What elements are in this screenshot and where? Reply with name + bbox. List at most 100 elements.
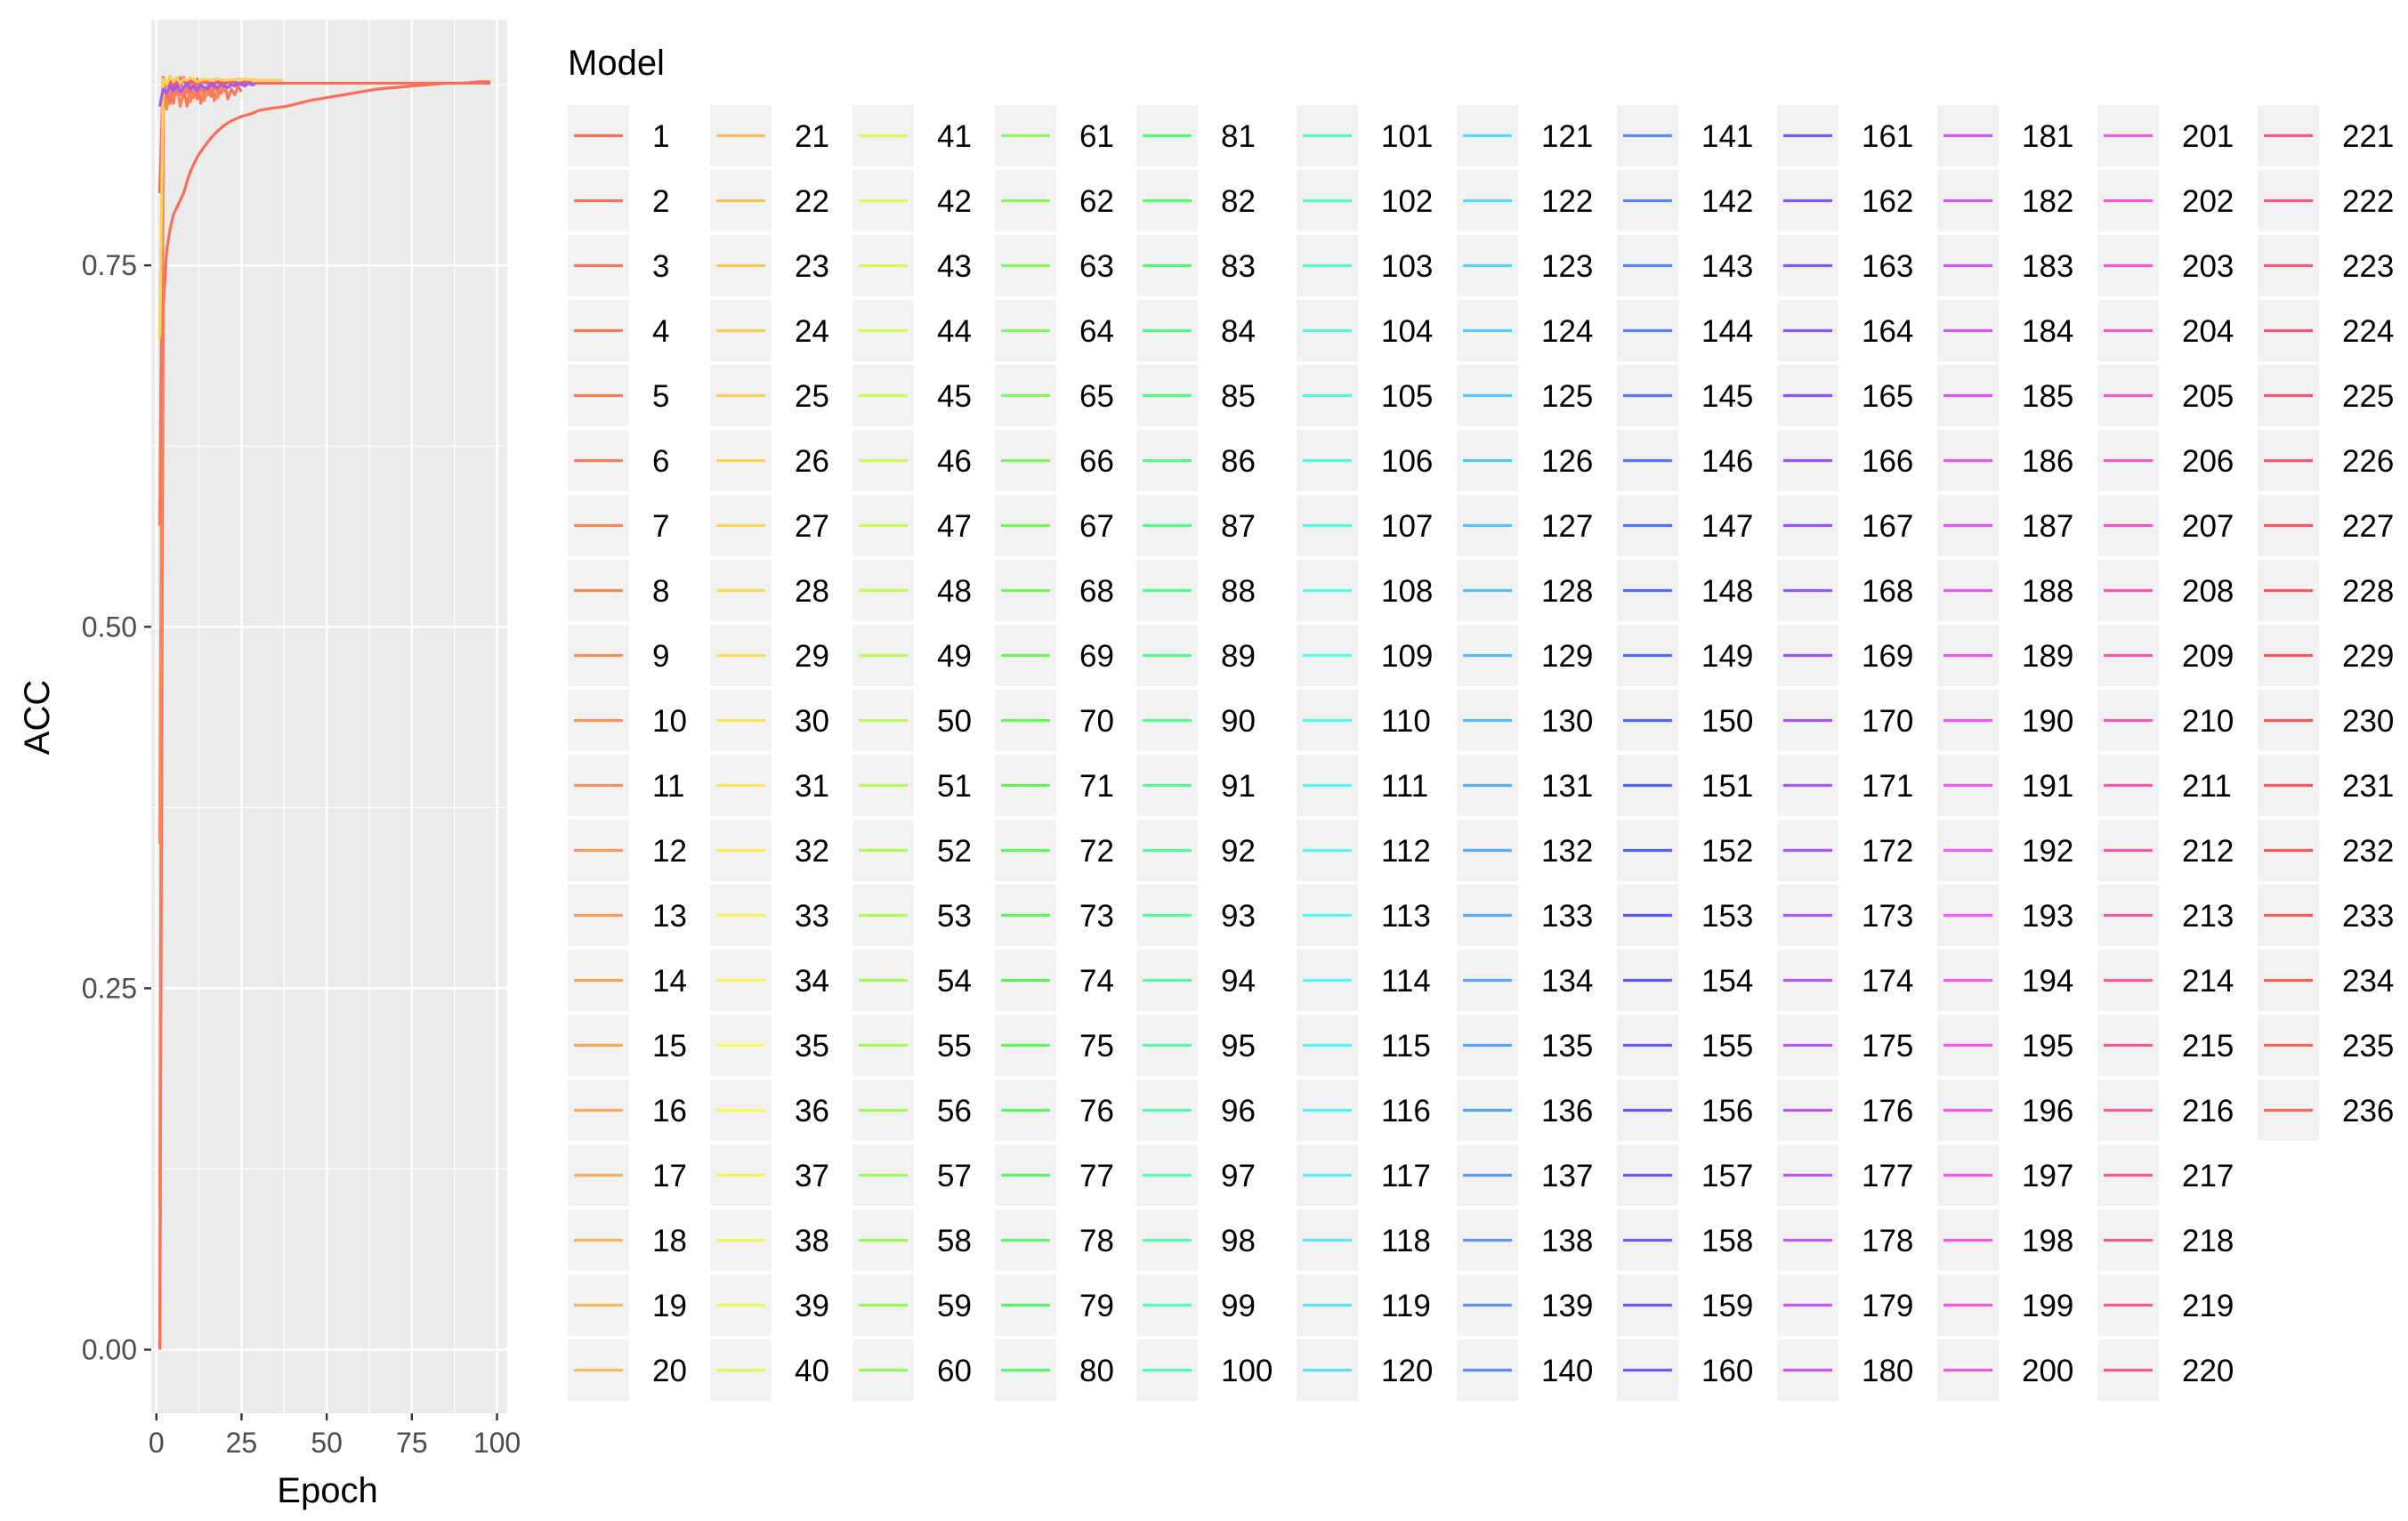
legend-label: 209 [2182,639,2234,674]
legend-label: 92 [1221,834,1256,869]
legend-label: 168 [1862,574,1913,609]
legend-label: 66 [1079,444,1114,479]
legend-label: 201 [2182,119,2234,154]
legend-label: 213 [2182,899,2234,934]
legend-label: 24 [795,314,829,349]
legend-label: 147 [1701,509,1753,544]
legend-label: 124 [1541,314,1593,349]
legend-label: 143 [1701,249,1753,284]
legend-label: 59 [937,1289,972,1323]
legend-label: 3 [652,249,669,284]
legend-label: 220 [2182,1354,2234,1388]
legend-label: 9 [652,639,669,674]
legend-label: 200 [2022,1354,2073,1388]
legend-label: 47 [937,509,972,544]
legend-label: 28 [795,574,829,609]
legend-label: 100 [1221,1354,1273,1388]
legend-label: 162 [1862,184,1913,219]
legend-label: 94 [1221,964,1256,999]
legend-label: 151 [1701,769,1753,804]
legend-label: 189 [2022,639,2073,674]
y-tick-label: 0.00 [82,1334,137,1366]
legend-label: 202 [2182,184,2234,219]
legend-label: 49 [937,639,972,674]
legend-label: 120 [1381,1354,1433,1388]
legend-label: 13 [652,899,687,934]
legend-label: 176 [1862,1094,1913,1129]
legend-label: 223 [2342,249,2394,284]
legend-label: 23 [795,249,829,284]
legend-label: 123 [1541,249,1593,284]
series-line [158,81,255,107]
legend-label: 125 [1541,379,1593,414]
x-axis-title: Epoch [277,1471,377,1510]
legend-label: 135 [1541,1029,1593,1064]
legend-label: 233 [2342,899,2394,934]
legend-label: 29 [795,639,829,674]
legend-label: 231 [2342,769,2394,804]
legend-label: 236 [2342,1094,2394,1129]
legend-label: 154 [1701,964,1753,999]
legend-label: 111 [1381,769,1428,804]
legend-label: 187 [2022,509,2073,544]
legend-label: 26 [795,444,829,479]
legend-label: 52 [937,834,972,869]
plot-panel [151,20,507,1413]
legend-label: 193 [2022,899,2073,934]
legend-label: 57 [937,1159,972,1193]
legend-label: 42 [937,184,972,219]
legend-label: 105 [1381,379,1433,414]
legend-label: 134 [1541,964,1593,999]
legend-label: 169 [1862,639,1913,674]
legend-label: 97 [1221,1159,1256,1193]
legend-label: 206 [2182,444,2234,479]
legend-label: 6 [652,444,669,479]
legend-label: 212 [2182,834,2234,869]
legend-label: 167 [1862,509,1913,544]
legend-label: 115 [1381,1029,1431,1064]
legend-label: 163 [1862,249,1913,284]
legend-label: 25 [795,379,829,414]
legend-label: 37 [795,1159,829,1193]
y-tick-label: 0.75 [82,249,137,281]
legend-label: 121 [1541,119,1593,154]
series-line [158,76,243,1206]
legend-label: 137 [1541,1159,1593,1193]
legend-label: 180 [1862,1354,1913,1388]
legend-label: 15 [652,1029,687,1064]
legend-label: 186 [2022,444,2073,479]
legend-label: 158 [1701,1224,1753,1258]
legend-label: 7 [652,509,669,544]
legend-label: 112 [1381,834,1431,869]
legend-label: 93 [1221,899,1256,934]
legend-label: 64 [1079,314,1114,349]
legend-label: 39 [795,1289,829,1323]
legend-label: 56 [937,1094,972,1129]
legend-label: 50 [937,704,972,739]
legend-label: 5 [652,379,669,414]
legend-label: 119 [1381,1289,1431,1323]
legend-label: 179 [1862,1289,1913,1323]
legend-label: 149 [1701,639,1753,674]
legend-label: 4 [652,314,669,349]
legend-label: 208 [2182,574,2234,609]
legend-label: 139 [1541,1289,1593,1323]
legend-label: 45 [937,379,972,414]
legend-label: 41 [937,119,972,154]
legend-label: 140 [1541,1354,1593,1388]
legend-label: 173 [1862,899,1913,934]
legend-label: 90 [1221,704,1256,739]
legend-label: 91 [1221,769,1256,804]
legend-label: 20 [652,1354,687,1388]
legend-label: 156 [1701,1094,1753,1129]
legend-label: 114 [1381,964,1431,999]
legend-title: Model [568,44,665,83]
legend-label: 131 [1541,769,1593,804]
legend-label: 110 [1381,704,1431,739]
legend-label: 95 [1221,1029,1256,1064]
legend-label: 14 [652,964,687,999]
legend-label: 35 [795,1029,829,1064]
legend-label: 205 [2182,379,2234,414]
legend-label: 178 [1862,1224,1913,1258]
y-tick-label: 0.25 [82,972,137,1004]
